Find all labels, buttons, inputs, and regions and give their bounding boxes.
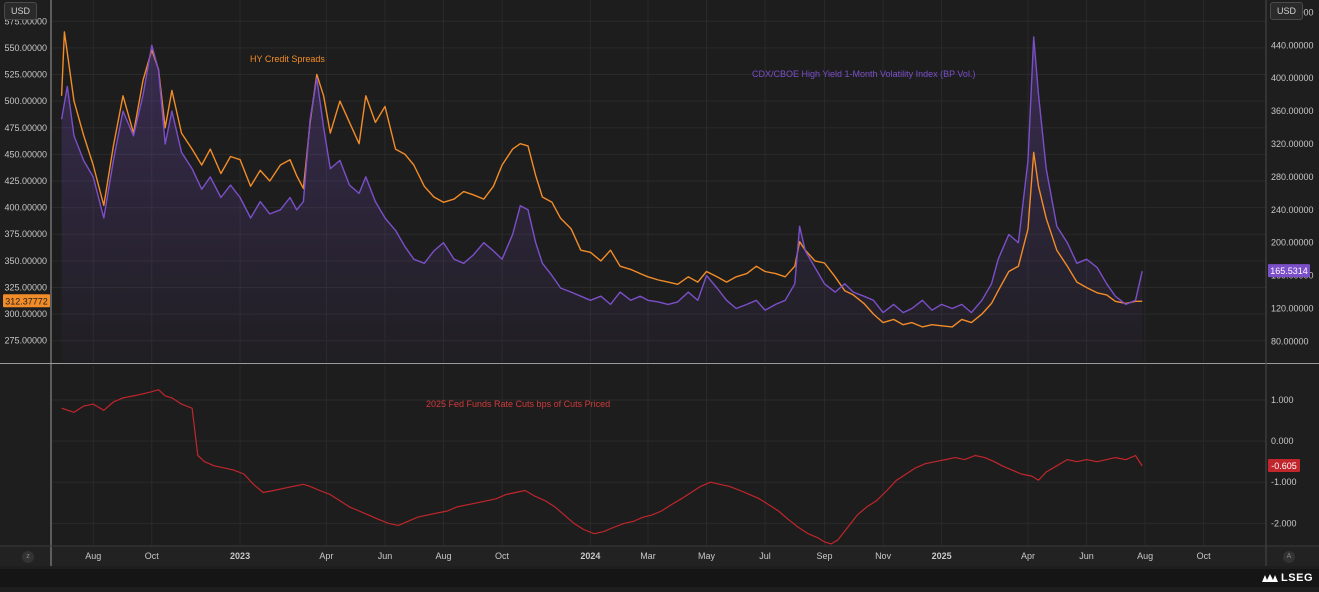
left-axis-tick-label: 300.00000 (4, 309, 47, 319)
x-axis-tick-label: Aug (85, 551, 101, 561)
x-axis-tick-label: May (698, 551, 716, 561)
x-axis-tick-label: Jun (1079, 551, 1094, 561)
x-axis-tick-label: Mar (640, 551, 656, 561)
hy-credit-spreads-line[interactable] (60, 31, 1143, 328)
left-axis-tick-label: 525.00000 (4, 70, 47, 80)
x-axis-tick-label: Sep (817, 551, 833, 561)
left-axis-tick-label: 425.00000 (4, 176, 47, 186)
footer-bar (0, 569, 1319, 587)
x-axis-tick-label: Aug (436, 551, 452, 561)
lower-axis-tick-label: 1.000 (1271, 395, 1294, 405)
right-axis-tick-label: 440.00000 (1271, 40, 1314, 50)
x-axis-tick-label: 2023 (230, 551, 250, 561)
z-icon[interactable]: z (22, 551, 34, 563)
x-axis-tick-label: 2024 (580, 551, 600, 561)
right-axis-tick-label: 400.00000 (1271, 73, 1314, 83)
x-axis-tick-label: Jun (378, 551, 393, 561)
right-axis-tick-label: 280.00000 (1271, 172, 1314, 182)
left-axis-tick-label: 325.00000 (4, 282, 47, 292)
x-axis-tick-label: Oct (145, 551, 160, 561)
auto-icon[interactable]: A (1283, 551, 1295, 563)
x-axis-tick-label: Oct (495, 551, 510, 561)
right-axis-tick-label: 80.00000 (1271, 336, 1309, 346)
lseg-logo-icon (1262, 574, 1278, 582)
left-axis-tick-label: 500.00000 (4, 96, 47, 106)
right-axis-tick-label: 120.00000 (1271, 304, 1314, 314)
right-axis-tick-label: 320.00000 (1271, 139, 1314, 149)
volatility-series-label: CDX/CBOE High Yield 1-Month Volatility I… (752, 69, 975, 79)
lower-plot-bg (51, 365, 1266, 546)
volatility-last-value-badge-bg (1268, 264, 1310, 278)
x-axis-tick-label: Apr (319, 551, 333, 561)
left-axis-tick-label: 375.00000 (4, 229, 47, 239)
x-axis-tick-label: 2025 (932, 551, 952, 561)
volatility-last-value-badge: 165.5314 (1270, 266, 1308, 276)
right-axis-tick-label: 360.00000 (1271, 106, 1314, 116)
left-axis-tick-label: 400.00000 (4, 203, 47, 213)
left-axis-tick-label: 350.00000 (4, 256, 47, 266)
fed-last-value-badge: -0.605 (1271, 461, 1297, 471)
fed-last-value-badge-bg (1268, 458, 1300, 472)
left-axis-tick-label: 575.00000 (4, 16, 47, 26)
left-axis-tick-label: 475.00000 (4, 123, 47, 133)
brand-label: LSEG (1281, 572, 1313, 584)
fed-funds-cuts-line[interactable] (61, 389, 1143, 545)
right-currency-button[interactable]: USD (1270, 2, 1304, 20)
x-axis-tick-label: Oct (1197, 551, 1212, 561)
x-axis-tick-label: Aug (1137, 551, 1153, 561)
x-axis-tick-label: Apr (1021, 551, 1035, 561)
fed-series-label: 2025 Fed Funds Rate Cuts bps of Cuts Pri… (426, 399, 610, 409)
right-axis-tick-label: 240.00000 (1271, 205, 1314, 215)
x-axis-tick-label: Nov (875, 551, 892, 561)
left-currency-button[interactable]: USD (4, 2, 38, 20)
hy-series-label: HY Credit Spreads (250, 54, 325, 64)
volatility-area (61, 37, 1143, 362)
lower-axis-tick-label: -2.000 (1271, 518, 1297, 528)
hy-last-value-badge: 312.37772 (5, 296, 48, 306)
lower-axis-tick-label: -1.000 (1271, 477, 1297, 487)
right-axis-tick-label: 200.00000 (1271, 238, 1314, 248)
left-axis-tick-label: 550.00000 (4, 43, 47, 53)
left-axis-tick-label: 275.00000 (4, 336, 47, 346)
lower-axis-tick-label: 0.000 (1271, 436, 1294, 446)
hy-last-value-badge-bg (3, 294, 50, 308)
x-axis-tick-label: Jul (759, 551, 771, 561)
left-axis-tick-label: 450.00000 (4, 149, 47, 159)
volatility-index-line[interactable] (60, 36, 1143, 314)
time-axis-bg (0, 546, 1319, 566)
